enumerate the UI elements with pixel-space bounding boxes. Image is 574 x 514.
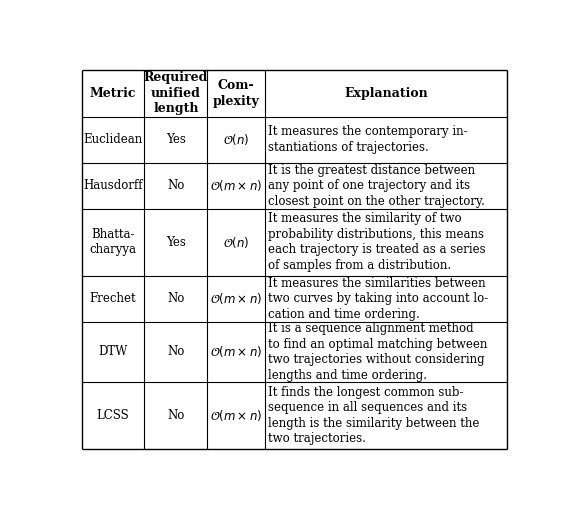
Text: Com-
plexity: Com- plexity <box>213 79 259 108</box>
Text: Yes: Yes <box>166 133 186 146</box>
Text: It measures the similarities between
two curves by taking into account lo-
catio: It measures the similarities between two… <box>267 277 488 321</box>
Text: $\mathcal{O}(m \times n)$: $\mathcal{O}(m \times n)$ <box>210 408 262 423</box>
Text: Euclidean: Euclidean <box>83 133 142 146</box>
Text: DTW: DTW <box>98 345 127 358</box>
Text: $\mathcal{O}(m \times n)$: $\mathcal{O}(m \times n)$ <box>210 291 262 306</box>
Text: No: No <box>167 409 185 422</box>
Text: It measures the similarity of two
probability distributions, this means
each tra: It measures the similarity of two probab… <box>267 212 485 272</box>
Text: No: No <box>167 292 185 305</box>
Text: It is a sequence alignment method
to find an optimal matching between
two trajec: It is a sequence alignment method to fin… <box>267 322 487 382</box>
Text: $\mathcal{O}(n)$: $\mathcal{O}(n)$ <box>223 235 249 250</box>
Text: It finds the longest common sub-
sequence in all sequences and its
length is the: It finds the longest common sub- sequenc… <box>267 386 479 445</box>
Text: Required
unified
length: Required unified length <box>144 71 208 116</box>
Text: Yes: Yes <box>166 236 186 249</box>
Text: $\mathcal{O}(n)$: $\mathcal{O}(n)$ <box>223 132 249 147</box>
Text: Frechet: Frechet <box>90 292 136 305</box>
Text: It is the greatest distance between
any point of one trajectory and its
closest : It is the greatest distance between any … <box>267 164 484 208</box>
Text: No: No <box>167 345 185 358</box>
Text: No: No <box>167 179 185 192</box>
Text: Metric: Metric <box>90 87 136 100</box>
Text: Bhatta-
charyya: Bhatta- charyya <box>90 228 137 256</box>
Text: It measures the contemporary in-
stantiations of trajectories.: It measures the contemporary in- stantia… <box>267 125 467 154</box>
Text: Hausdorff: Hausdorff <box>83 179 143 192</box>
Text: $\mathcal{O}(m \times n)$: $\mathcal{O}(m \times n)$ <box>210 178 262 193</box>
Text: Explanation: Explanation <box>344 87 428 100</box>
Text: LCSS: LCSS <box>96 409 129 422</box>
Text: $\mathcal{O}(m \times n)$: $\mathcal{O}(m \times n)$ <box>210 344 262 359</box>
